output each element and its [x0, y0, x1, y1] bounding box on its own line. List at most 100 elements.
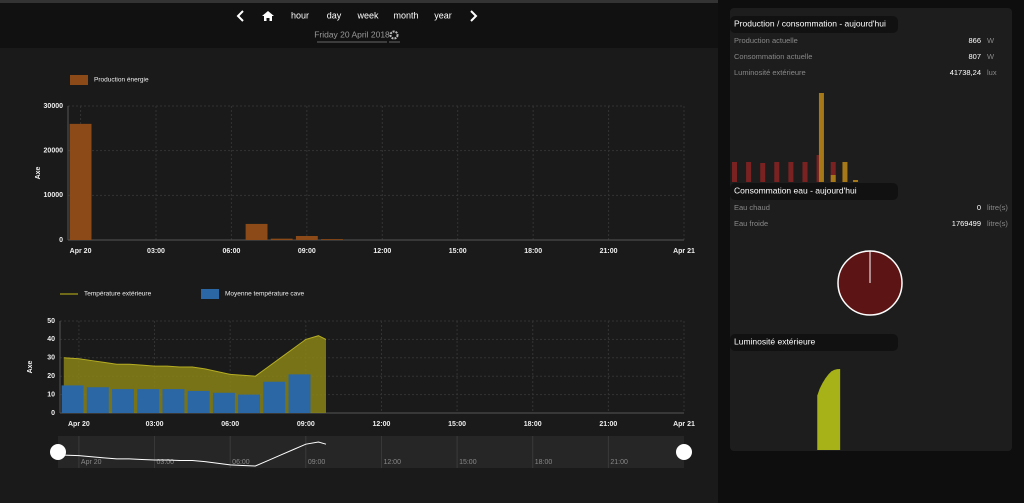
navigator-handle-left[interactable]: [50, 444, 66, 460]
navigator-tick-label: 15:00: [459, 459, 477, 466]
panel-header: [730, 16, 898, 33]
y-axis-label: Axe: [35, 166, 42, 179]
x-tick-label: 15:00: [449, 248, 467, 255]
row-label: Eau chaud: [734, 203, 770, 212]
y-tick-label: 30: [47, 355, 55, 362]
panels: Production / consommation - aujourd'hui P…: [730, 16, 1008, 450]
navigator-line: [63, 441, 327, 467]
bar: [245, 223, 268, 240]
legend-label: Moyenne température cave: [225, 291, 305, 298]
row-label: Eau froide: [734, 219, 768, 228]
navigator-tick-label: 09:00: [308, 459, 326, 466]
row-unit: litre(s): [987, 203, 1008, 212]
row-unit: W: [987, 52, 995, 61]
y-tick-label: 0: [59, 237, 63, 244]
navigator-tick-label: 03:00: [157, 459, 175, 466]
y-tick-label: 10000: [44, 192, 64, 199]
bar: [112, 389, 134, 413]
row-value: 1769499: [952, 219, 981, 228]
bar: [69, 123, 92, 240]
y-tick-label: 0: [51, 410, 55, 417]
y-tick-label: 50: [47, 318, 55, 325]
next-button[interactable]: [470, 10, 478, 22]
y-tick-label: 30000: [44, 103, 64, 110]
row-value: 41738,24: [950, 68, 981, 77]
navigator-tick-label: 12:00: [383, 459, 401, 466]
bar: [162, 389, 185, 413]
navigator-tick-label: 18:00: [535, 459, 553, 466]
home-button[interactable]: [262, 11, 274, 21]
bar: [263, 381, 286, 413]
mini-bar: [818, 93, 824, 182]
row-value: 807: [968, 52, 981, 61]
row-unit: litre(s): [987, 219, 1008, 228]
panel-header: [730, 334, 898, 351]
row-value: 0: [977, 203, 981, 212]
y-axis-label: Axe: [27, 360, 34, 373]
mini-bar: [774, 162, 780, 182]
x-tick-label: 15:00: [448, 421, 466, 428]
x-tick-label: 18:00: [524, 421, 542, 428]
x-tick-label: 03:00: [147, 248, 165, 255]
panel-title: Production / consommation - aujourd'hui: [734, 18, 886, 28]
settings-button[interactable]: [389, 30, 399, 40]
mini-bar: [853, 180, 859, 182]
bar: [321, 239, 343, 240]
nav-month[interactable]: month: [393, 10, 418, 20]
mini-bar: [732, 162, 737, 182]
navigator-tick-label: 06:00: [232, 459, 250, 466]
mini-bar: [760, 163, 766, 182]
bar: [61, 385, 84, 413]
x-tick-label: 06:00: [222, 248, 240, 255]
row-label: Luminosité extérieure: [734, 68, 806, 77]
x-tick-label: 12:00: [373, 248, 391, 255]
nav-day[interactable]: day: [327, 10, 342, 20]
navigator-tick-label: Apr 20: [81, 459, 102, 466]
x-tick-label: Apr 21: [673, 248, 695, 255]
nav-year[interactable]: year: [434, 10, 452, 20]
legend-label: Production énergie: [94, 77, 149, 84]
x-tick-label: Apr 21: [673, 421, 695, 428]
panel-title: Consommation eau - aujourd'hui: [734, 185, 857, 195]
top-edge: [0, 0, 1024, 3]
panel-title: Luminosité extérieure: [734, 336, 816, 346]
mini-bar: [830, 175, 836, 182]
nav-week[interactable]: week: [356, 10, 379, 20]
navigator-handle-right[interactable]: [676, 444, 692, 460]
area-line: [63, 335, 327, 377]
x-tick-label: 12:00: [373, 421, 391, 428]
mini-bar: [788, 162, 794, 182]
row-label: Consommation actuelle: [734, 52, 812, 61]
bar: [238, 394, 261, 413]
bar: [212, 392, 235, 413]
x-tick-label: 18:00: [524, 248, 542, 255]
navigator-tick-label: 21:00: [610, 459, 628, 466]
row-unit: lux: [987, 68, 997, 77]
legend-swatch: [201, 289, 219, 299]
mini-bar: [842, 162, 848, 182]
date[interactable]: Friday 20 April 2018: [314, 29, 390, 39]
row-label: Production actuelle: [734, 36, 798, 45]
y-tick-label: 10: [47, 391, 55, 398]
nav-hour[interactable]: hour: [291, 10, 309, 20]
bar: [187, 390, 210, 413]
y-tick-label: 20000: [44, 148, 64, 155]
x-tick-label: 09:00: [298, 248, 316, 255]
charts: 0 10000 20000 30000 Apr 20 03:00 06:00 09:00 12:…: [27, 75, 695, 428]
x-tick-label: 06:00: [221, 421, 239, 428]
bar: [295, 235, 318, 240]
bar: [86, 387, 109, 413]
x-tick-label: Apr 20: [70, 248, 92, 255]
y-tick-label: 20: [47, 373, 55, 380]
mini-bar: [802, 162, 808, 182]
navigator-content: Apr 20 03:00 06:00 09:00 12:00 15:00 18:00 21:0…: [63, 436, 628, 468]
legend-label: Température extérieure: [84, 291, 152, 298]
x-tick-label: Apr 20: [68, 421, 90, 428]
prev-button[interactable]: [236, 10, 244, 22]
panel-header: [730, 183, 898, 200]
y-tick-label: 40: [47, 336, 55, 343]
x-tick-label: 09:00: [297, 421, 315, 428]
bar: [288, 374, 311, 413]
x-tick-label: 21:00: [599, 421, 617, 428]
legend-swatch: [70, 75, 88, 85]
